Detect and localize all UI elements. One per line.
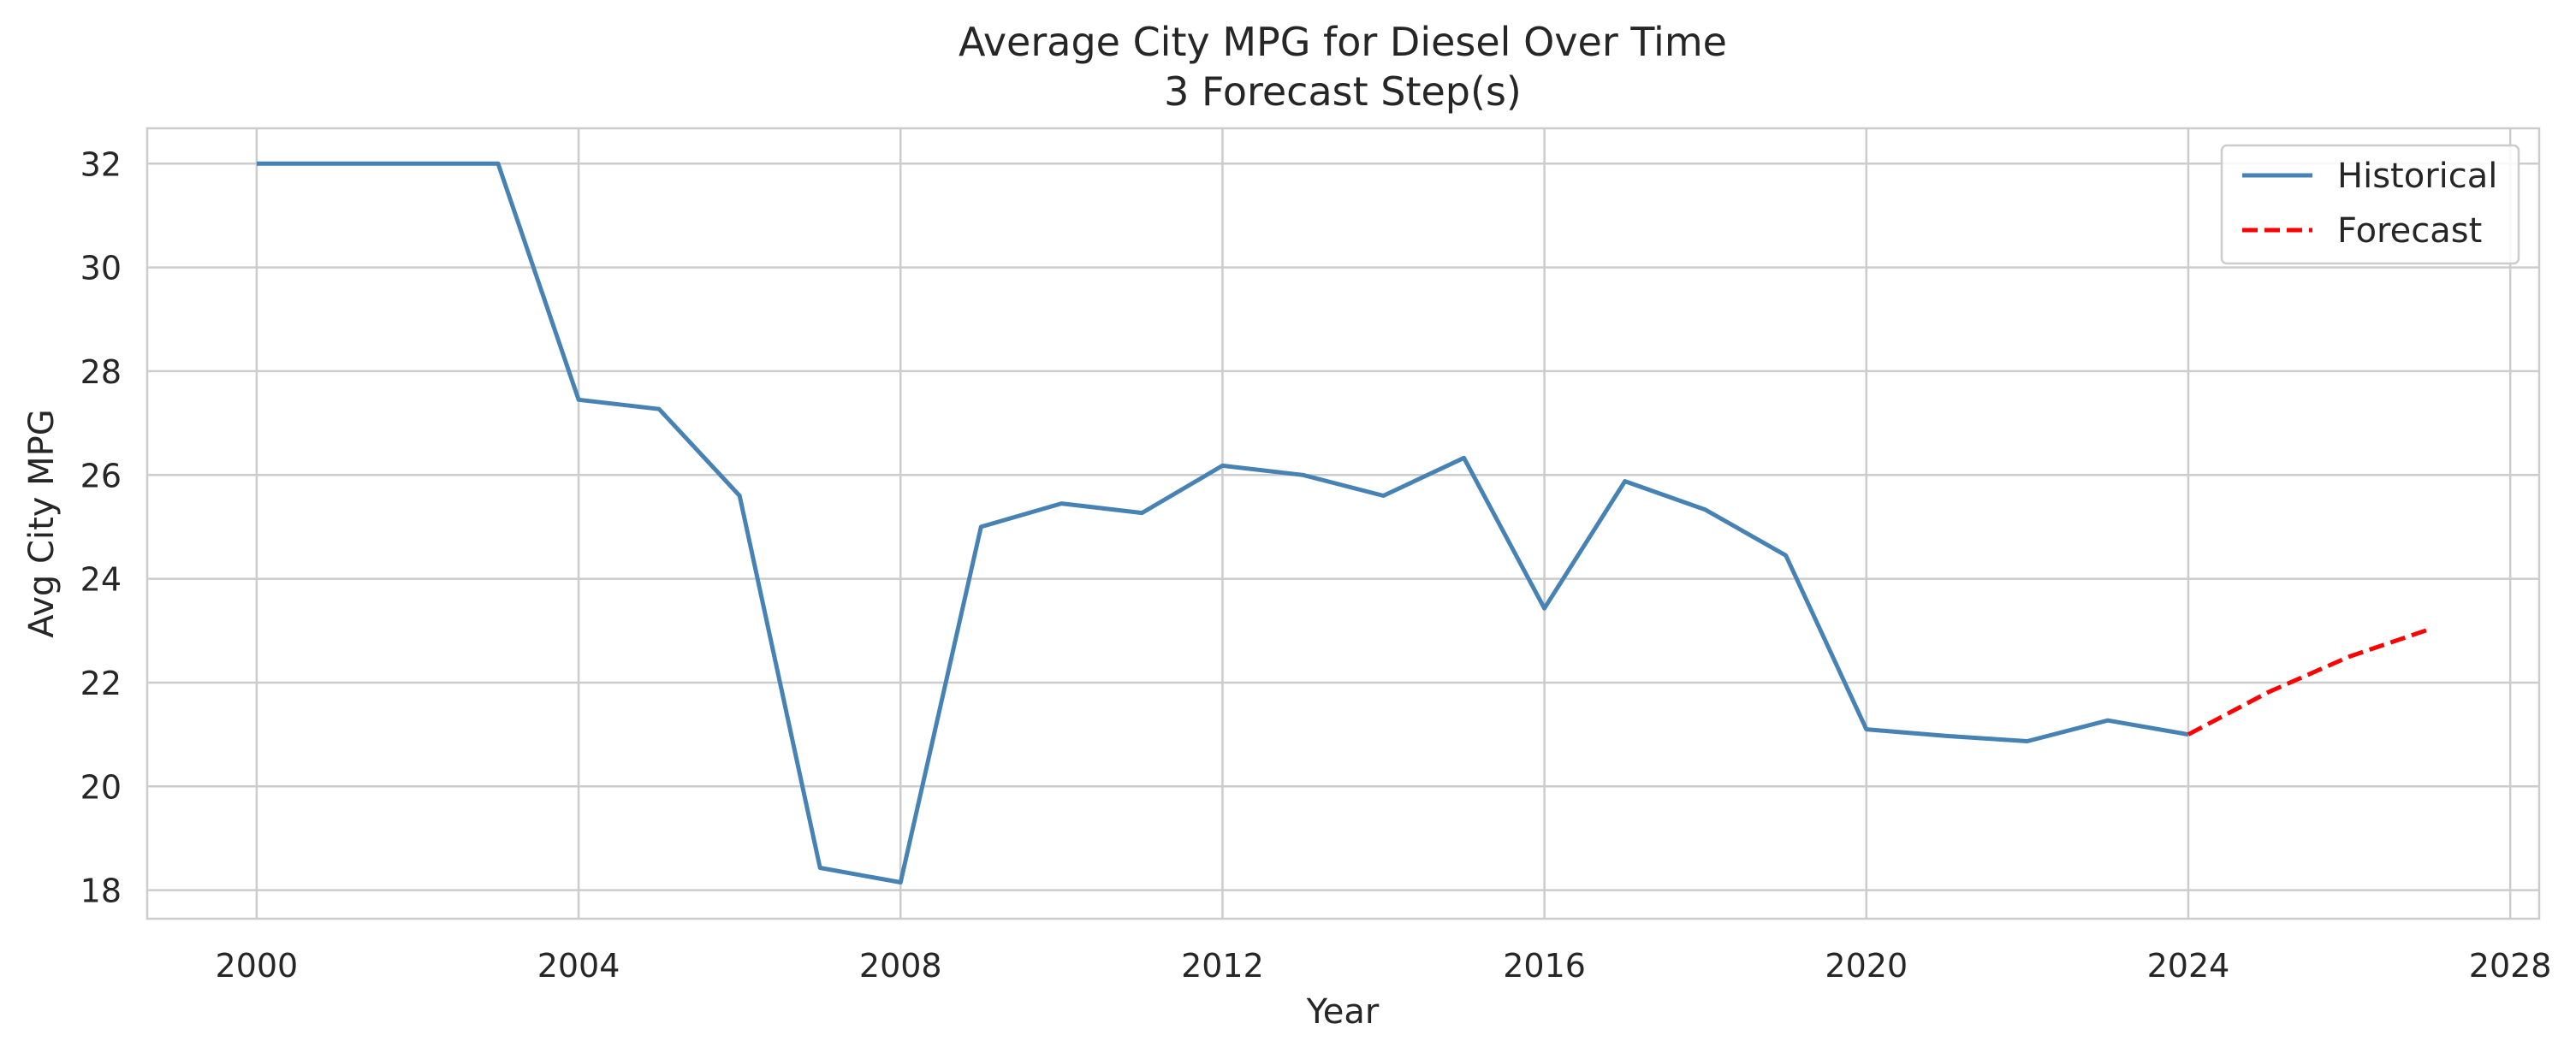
x-tick-label: 2000 xyxy=(216,947,299,985)
y-tick-label: 26 xyxy=(80,457,122,494)
y-tick-label: 28 xyxy=(80,353,122,391)
y-tick-label: 22 xyxy=(80,665,122,702)
y-tick-label: 32 xyxy=(80,145,122,183)
x-axis-label: Year xyxy=(1306,992,1380,1032)
y-tick-label: 24 xyxy=(80,561,122,599)
x-tick-label: 2024 xyxy=(2147,947,2230,985)
x-tick-label: 2004 xyxy=(537,947,620,985)
legend-label-forecast: Forecast xyxy=(2337,211,2482,251)
chart-subtitle: 3 Forecast Step(s) xyxy=(1164,68,1522,115)
y-tick-label: 18 xyxy=(80,873,122,910)
legend: Historical Forecast xyxy=(2220,144,2520,265)
y-tick-label: 30 xyxy=(80,250,122,287)
grid xyxy=(147,128,2539,919)
plot-frame xyxy=(145,127,2541,920)
legend-label-historical: Historical xyxy=(2337,157,2497,196)
chart-title: Average City MPG for Diesel Over Time xyxy=(959,19,1727,65)
series-line-historical xyxy=(256,161,2189,884)
x-tick-label: 2016 xyxy=(1503,947,1586,985)
x-tick-label: 2008 xyxy=(859,947,942,985)
series-layer xyxy=(256,161,2431,884)
y-tick-label: 20 xyxy=(80,768,122,806)
x-tick-label: 2028 xyxy=(2469,947,2552,985)
x-tick-label: 2012 xyxy=(1181,947,1264,985)
y-axis-label: Avg City MPG xyxy=(22,409,62,638)
tick-labels: 2000 2004 2008 2012 2016 2020 2024 2028 18 20 22 24… xyxy=(80,145,2552,985)
x-tick-label: 2020 xyxy=(1825,947,1908,985)
series-line-forecast xyxy=(2187,627,2431,737)
